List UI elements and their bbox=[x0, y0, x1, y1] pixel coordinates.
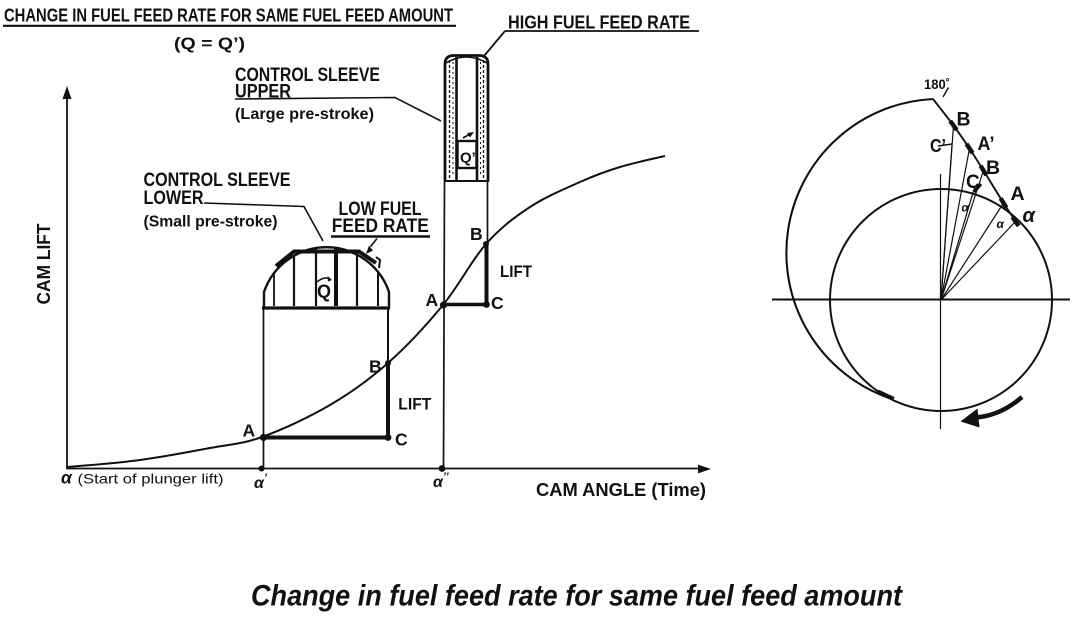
svg-text:CONTROL SLEEVE: CONTROL SLEEVE bbox=[235, 65, 380, 86]
svg-text:B: B bbox=[369, 357, 382, 377]
svg-text:Q: Q bbox=[317, 282, 331, 302]
svg-text:CONTROL SLEEVE: CONTROL SLEEVE bbox=[144, 170, 291, 191]
svg-text:(Large pre-stroke): (Large pre-stroke) bbox=[235, 106, 374, 123]
svg-text:C: C bbox=[395, 430, 408, 450]
svg-text:180˚: 180˚ bbox=[924, 76, 950, 92]
svg-text:A: A bbox=[1011, 183, 1025, 205]
svg-text:(Q = Q’): (Q = Q’) bbox=[174, 34, 245, 53]
svg-text:α: α bbox=[61, 468, 73, 488]
svg-text:B: B bbox=[986, 157, 1000, 179]
svg-text:B: B bbox=[470, 224, 483, 244]
svg-text:α: α bbox=[962, 201, 970, 215]
svg-text:C: C bbox=[966, 172, 980, 193]
svg-text:C’: C’ bbox=[930, 136, 946, 156]
svg-text:A: A bbox=[243, 421, 256, 441]
svg-text:α: α bbox=[1023, 205, 1037, 227]
svg-text:CAM ANGLE (Time): CAM ANGLE (Time) bbox=[536, 479, 706, 500]
svg-text:UPPER: UPPER bbox=[235, 82, 291, 103]
svg-text:LOW FUEL: LOW FUEL bbox=[339, 199, 422, 220]
svg-text:C: C bbox=[491, 293, 504, 313]
svg-text:Q’: Q’ bbox=[460, 150, 476, 167]
svg-text:LOWER: LOWER bbox=[144, 188, 204, 209]
svg-text:A: A bbox=[426, 290, 439, 310]
svg-text:FEED RATE: FEED RATE bbox=[332, 216, 429, 237]
svg-text:α: α bbox=[997, 217, 1005, 231]
svg-text:LIFT: LIFT bbox=[500, 262, 533, 281]
svg-text:LIFT: LIFT bbox=[398, 395, 432, 414]
svg-text:HIGH FUEL FEED RATE: HIGH FUEL FEED RATE bbox=[508, 12, 690, 33]
svg-text:CAM LIFT: CAM LIFT bbox=[33, 223, 54, 305]
svg-text:CHANGE IN FUEL FEED RATE FOR S: CHANGE IN FUEL FEED RATE FOR SAME FUEL F… bbox=[4, 5, 454, 26]
svg-text:(Small pre-stroke): (Small pre-stroke) bbox=[144, 214, 278, 231]
svg-text:A’: A’ bbox=[978, 133, 995, 155]
svg-text:Change in fuel feed rate for s: Change in fuel feed rate for same fuel f… bbox=[251, 580, 904, 613]
svg-text:(Start of plunger lift): (Start of plunger lift) bbox=[78, 471, 224, 487]
svg-text:B: B bbox=[957, 109, 971, 131]
